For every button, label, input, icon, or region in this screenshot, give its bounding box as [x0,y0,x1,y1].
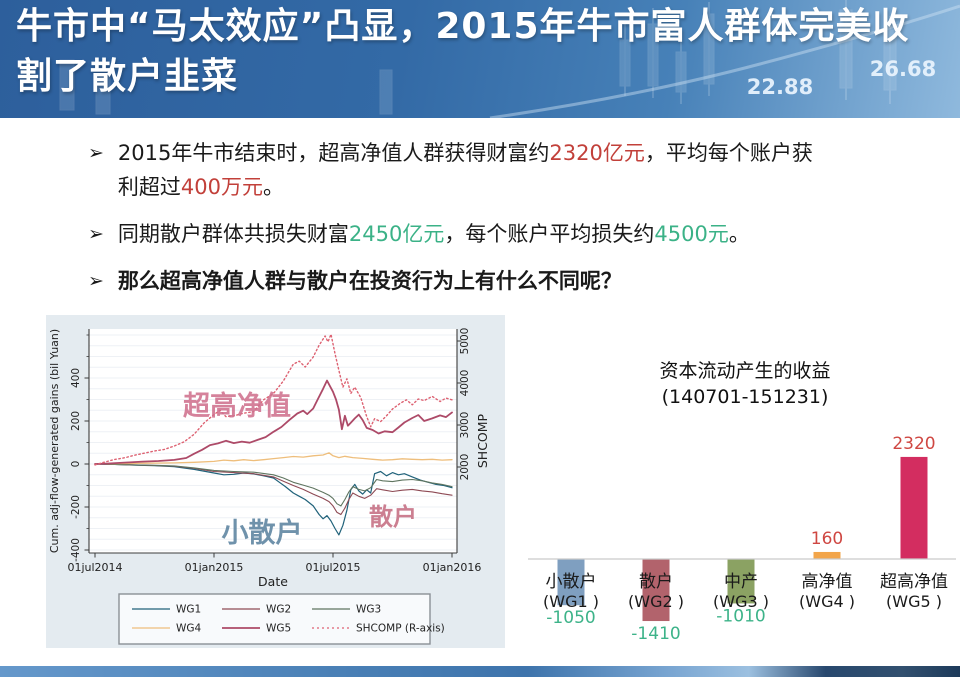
legend-label: SHCOMP (R-axis) [356,623,445,635]
capital-gains-bar-chart: 资本流动产生的收益 (140701-151231) -1050 小散户(WG1 ) -1… [528,360,956,644]
bar-chart-subtitle: (140701-151231) [662,386,829,408]
bar-value-label: -1050 [546,608,595,628]
text-segment-red: 2320亿元 [549,141,645,165]
text-segment-black: ，每个账户平均损失约 [444,222,655,246]
y-tick-label: -200 [70,495,82,519]
rising-trend-line [489,4,960,118]
text-segment-black: 。 [263,175,285,199]
y2-tick-label: 4000 [459,370,471,397]
bar-value-label: 160 [811,529,843,549]
chart-annotation: 小散户 [222,517,303,549]
price-number-2: 26.68 [870,57,936,81]
bar-category-name: 散户 [639,572,673,592]
y-tick-label: -400 [70,538,82,562]
bullet-item: ➢ 2015年牛市结束时，超高净值人群获得财富约2320亿元，平均每个账户获利超过… [88,136,918,204]
bullet-text: 2015年牛市结束时，超高净值人群获得财富约2320亿元，平均每个账户获利超过4… [118,136,813,204]
y-tick-label: 0 [70,461,82,468]
legend-label: WG5 [266,623,291,635]
legend-label: WG3 [356,604,381,616]
y-tick-label: 200 [70,411,82,431]
series-line-wg5 [94,379,453,465]
bar-category-name: 小散户 [546,572,597,592]
candlestick-icons [59,0,897,115]
bar-category-name: 高净值 [802,572,853,592]
bar-category-name: 中产 [724,572,758,592]
plot-area [89,329,457,553]
line-chart-panel: -400 -200 0 200 400 2000 3000 4000 5000 01jul2014… [46,315,505,648]
stock-chart-decoration: 22.88 26.68 [59,0,960,118]
bullet-arrow-icon: ➢ [88,270,104,292]
text-segment-black: 同期散户群体共损失财富 [117,222,349,246]
series-line-wg3 [94,463,453,507]
x-tick-label: 01jan2016 [423,561,482,574]
y-tick-label: 400 [70,368,82,388]
bar-wg4 [813,551,841,559]
flow-gains-line-chart: -400 -200 0 200 400 2000 3000 4000 5000 01jul2014… [48,328,490,645]
series-line-wg4 [94,452,453,465]
text-segment-black: 2015年牛市结束时，超高净值人群获得财富约 [117,141,550,165]
slide-title: 牛市中“马太效应”凸显，2015年牛市富人群体完美收 割了散户韭菜 [16,2,910,101]
slide-title-line2: 割了散户韭菜 [16,55,239,97]
bar-category-code: (WG1 ) [543,592,599,611]
bar-value-label: -1410 [631,624,680,644]
text-segment-black: 利超过 [117,175,181,199]
bullet-text: 同期散户群体共损失财富2450亿元，每个账户平均损失约4500元。 [118,217,750,251]
bar-category-code: (WG4 ) [799,592,855,611]
bar-chart-panel: 资本流动产生的收益 (140701-151231) -1050 小散户 (WG1 ) -1… [520,350,960,660]
bullet-text: 那么超高净值人群与散户在投资行为上有什么不同呢？ [118,264,622,298]
legend-box [118,593,431,645]
bullet-item: ➢ 同期散户群体共损失财富2450亿元，每个账户平均损失约4500元。 [88,217,918,251]
text-segment-black: 。 [728,222,750,246]
legend-label: WG1 [176,604,201,616]
bullet-arrow-icon: ➢ [88,223,104,245]
y2-tick-label: 5000 [459,328,471,355]
bullet-item: ➢ 那么超高净值人群与散户在投资行为上有什么不同呢？ [88,264,918,298]
text-segment-green: 2450亿元 [348,222,445,246]
x-axis-title: Date [258,574,288,589]
x-tick-label: 01jul2014 [67,561,122,574]
bottom-decoration-strip [0,666,960,677]
text-segment-green: 4500元 [654,222,729,246]
series-line-wg1 [94,463,453,536]
bar-chart-title: 资本流动产生的收益 [659,360,830,382]
bar-wg1 [557,559,585,606]
bar-category-name: 超高净值 [880,572,948,592]
text-segment-red: 400万元 [180,175,264,199]
header-banner: 22.88 26.68 牛市中“马太效应”凸显，2015年牛市富人群体完美收 割了… [0,0,960,118]
x-tick-label: 01jul2015 [305,561,360,574]
bar-category-code: (WG3 ) [713,592,769,611]
chart-annotation: 超高净值 [183,390,291,422]
price-number-1: 22.88 [747,75,813,99]
series-line-shcomp-r-axis- [94,333,453,466]
bar-wg2 [642,559,670,622]
slide-title-line1: 牛市中“马太效应”凸显，2015年牛市富人群体完美收 [16,6,910,47]
text-segment-black: 那么超高净值人群与散户在投资行为上有什么不同呢？ [117,269,622,293]
bar-wg5 [900,456,928,559]
x-tick-label: 01jan2015 [185,561,244,574]
bullet-list: ➢ 2015年牛市结束时，超高净值人群获得财富约2320亿元，平均每个账户获利超过… [88,136,918,311]
chart-annotation: 散户 [369,503,417,531]
legend-label: WG4 [176,623,202,635]
text-segment-black: ，平均每个账户获 [644,141,813,165]
bar-value-label: -1010 [716,606,765,626]
bullet-arrow-icon: ➢ [88,142,104,164]
legend-label: WG2 [266,604,291,616]
bar-wg3 [727,559,755,604]
y2-tick-label: 2000 [459,454,471,481]
y2-tick-label: 3000 [459,412,471,439]
bar-value-label: 2320 [892,434,935,454]
bar-category-code: (WG2 ) [628,592,684,611]
y2-axis-title: SHCOMP [475,413,490,468]
y-axis-title: Cum. adj-flow-generated gains (bil Yuan) [48,329,61,553]
bar-category-code: (WG5 ) [886,592,942,611]
series-line-wg2 [94,463,453,516]
